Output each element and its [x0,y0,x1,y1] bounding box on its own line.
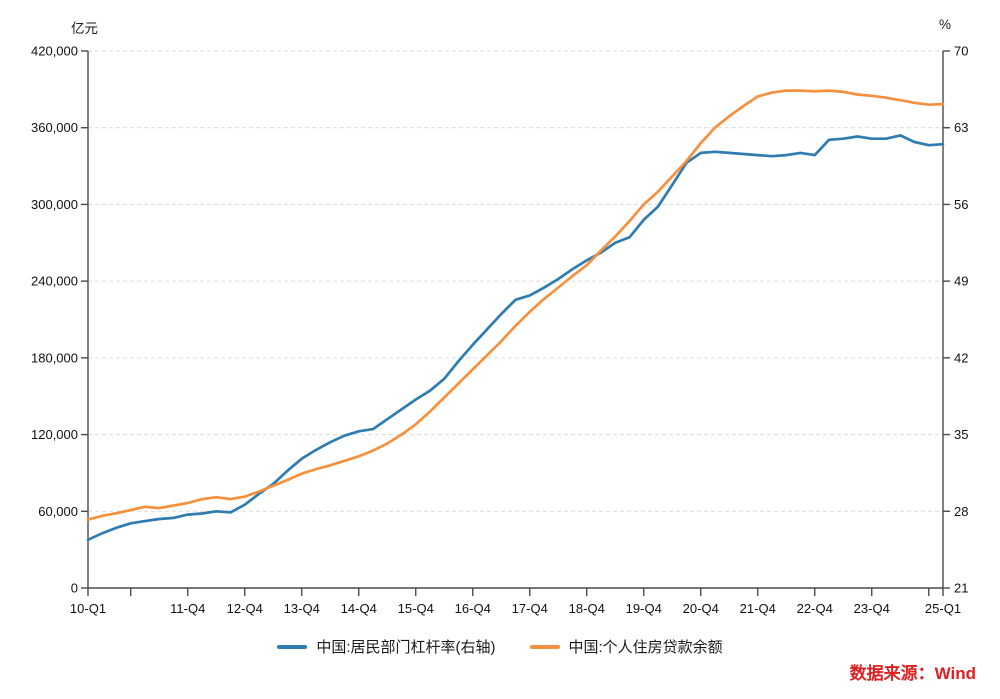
left-axis-tick-label: 120,000 [31,427,78,442]
left-axis-tick-label: 360,000 [31,120,78,135]
x-axis-tick-label: 11-Q4 [170,601,205,616]
legend-item-housing-loan-balance: 中国:个人住房贷款余额 [529,636,723,657]
series-line-leverage-ratio [86,134,945,542]
x-axis-tick-label: 15-Q4 [398,601,434,616]
data-source-label: 数据来源：Wind [849,664,976,683]
left-axis-tick-label: 180,000 [31,350,78,365]
chart-legend: 中国:居民部门杠杆率(右轴) 中国:个人住房贷款余额 [0,636,1000,657]
right-axis-tick-label: 70 [954,44,968,59]
x-axis-tick-label: 10-Q1 [70,601,106,616]
x-axis-tick-label: 20-Q4 [683,601,719,616]
x-axis-tick-label: 22-Q4 [797,601,833,616]
left-axis-tick-label: 300,000 [31,197,78,212]
right-axis-tick-label: 28 [954,504,968,519]
left-axis-tick-label: 420,000 [31,44,78,59]
right-axis-tick-label: 21 [954,581,968,596]
x-axis-tick-label: 23-Q4 [854,601,890,616]
left-axis-unit-label: 亿元 [71,21,98,36]
x-axis-tick-label: 18-Q4 [569,601,605,616]
series-line-housing-loan-balance [86,89,945,521]
x-axis-tick-label: 19-Q4 [626,601,662,616]
legend-label-leverage-ratio: 中国:居民部门杠杆率(右轴) [316,639,496,656]
x-axis-tick-label: 17-Q4 [512,601,548,616]
right-axis-tick-label: 49 [954,274,968,289]
left-axis-tick-label: 240,000 [31,274,78,289]
right-axis-unit-label: % [939,17,952,32]
x-axis-tick-label: 16-Q4 [455,601,491,616]
legend-line-swatch-orange [529,644,560,649]
x-axis-tick-label: 21-Q4 [740,601,776,616]
right-axis-tick-label: 56 [954,197,968,212]
left-axis-tick-label: 0 [71,581,78,596]
x-axis-tick-label: 14-Q4 [341,601,377,616]
x-axis-tick-label: 13-Q4 [284,601,320,616]
legend-label-housing-loan-balance: 中国:个人住房贷款余额 [568,639,723,656]
left-axis-tick-label: 60,000 [38,504,78,519]
right-axis-tick-label: 35 [954,427,968,442]
legend-item-leverage-ratio: 中国:居民部门杠杆率(右轴) [277,636,496,657]
x-axis-tick-label: 12-Q4 [227,601,263,616]
right-axis-tick-label: 63 [954,120,968,135]
x-axis-tick-label: 25-Q1 [925,601,961,616]
right-axis-tick-label: 42 [954,350,968,365]
legend-line-swatch-blue [277,644,308,649]
